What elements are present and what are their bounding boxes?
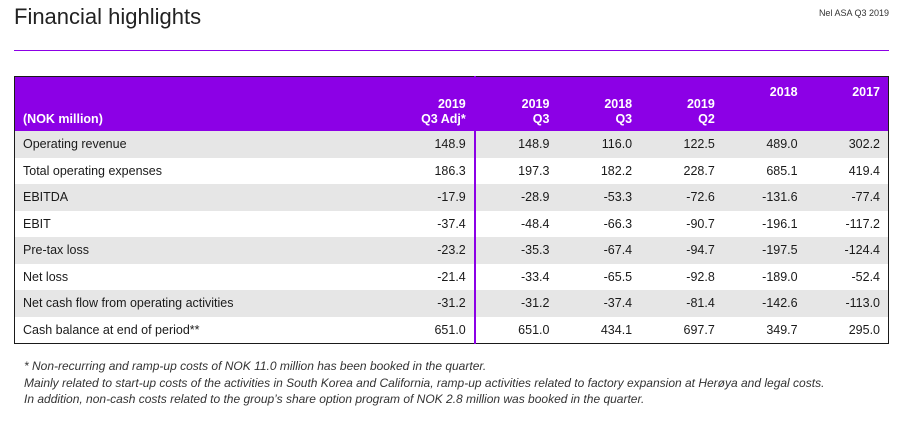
row-label: Pre-tax loss: [14, 237, 363, 264]
document-tag: Nel ASA Q3 2019: [818, 8, 889, 18]
table-cell: 651.0: [474, 316, 558, 344]
table-cell: -142.6: [722, 290, 806, 317]
table-row: Operating revenue 148.9 148.9 116.0 122.5 489…: [14, 131, 889, 158]
column-header: 2018: [722, 76, 806, 131]
row-label: EBIT: [14, 210, 363, 237]
column-year: 2019: [686, 97, 715, 111]
table-cell: -65.5: [557, 263, 641, 290]
table-cell: 182.2: [557, 157, 641, 184]
table-cell: 489.0: [722, 131, 806, 158]
row-label: Net cash flow from operating activities: [14, 290, 363, 317]
table-cell: 116.0: [557, 131, 641, 158]
table-cell: -35.3: [474, 237, 558, 264]
table-cell: -124.4: [805, 237, 889, 264]
table-cell: -37.4: [362, 210, 476, 237]
column-period: Q3: [615, 112, 633, 126]
table-row: EBITDA -17.9 -28.9 -53.3 -72.6 -131.6 -77.4: [14, 184, 889, 211]
row-label: Total operating expenses: [14, 157, 363, 184]
unit-label: (NOK million): [14, 76, 363, 131]
table-row: EBIT -37.4 -48.4 -66.3 -90.7 -196.1 -117.2: [14, 210, 889, 237]
column-period: [814, 100, 880, 115]
column-year: 2019: [521, 97, 550, 111]
column-header: 2019 Q3 Adj*: [362, 76, 476, 131]
table-cell: -189.0: [722, 263, 806, 290]
table-cell: -67.4: [557, 237, 641, 264]
table-cell: -28.9: [474, 184, 558, 211]
table-cell: 697.7: [640, 316, 723, 344]
row-label: Operating revenue: [14, 131, 363, 158]
table-cell: 685.1: [722, 157, 806, 184]
table-cell: -94.7: [640, 237, 723, 264]
table-cell: 295.0: [805, 316, 889, 344]
footnote: In addition, non-cash costs related to t…: [24, 392, 645, 406]
table-cell: -52.4: [805, 263, 889, 290]
table-cell: 197.3: [474, 157, 558, 184]
column-header: 2019 Q2: [640, 76, 723, 131]
table-cell: -37.4: [557, 290, 641, 317]
table-cell: -90.7: [640, 210, 723, 237]
table-cell: 122.5: [640, 131, 723, 158]
title-divider: [14, 50, 889, 51]
table-cell: -66.3: [557, 210, 641, 237]
table-cell: -131.6: [722, 184, 806, 211]
column-year: 2017: [852, 85, 880, 99]
table-cell: 349.7: [722, 316, 806, 344]
table-cell: -48.4: [474, 210, 558, 237]
column-period: Q2: [698, 112, 715, 126]
footnote: Mainly related to start-up costs of the …: [24, 375, 825, 390]
table-cell: -33.4: [474, 263, 558, 290]
table-cell: -117.2: [805, 210, 889, 237]
table-cell: 148.9: [474, 131, 558, 158]
column-period: Q3 Adj*: [421, 112, 466, 126]
row-label: EBITDA: [14, 184, 363, 211]
table-row: Total operating expenses 186.3 197.3 182.2 2…: [14, 157, 889, 184]
table-cell: -197.5: [722, 237, 806, 264]
table-cell: -53.3: [557, 184, 641, 211]
column-header: 2017: [805, 76, 889, 131]
table-cell: -196.1: [722, 210, 806, 237]
table-cell: 302.2: [805, 131, 889, 158]
column-header: 2018 Q3: [557, 76, 641, 131]
table-cell: 651.0: [362, 316, 476, 344]
table-cell: -31.2: [362, 290, 476, 317]
column-year: 2018: [769, 85, 798, 99]
table-cell: -77.4: [805, 184, 889, 211]
table-cell: -92.8: [640, 263, 723, 290]
footnote: * Non-recurring and ramp-up costs of NOK…: [24, 359, 487, 373]
table-row: Cash balance at end of period** 651.0 651.…: [14, 316, 889, 344]
column-year: 2019: [437, 97, 466, 111]
row-label: Net loss: [14, 263, 363, 290]
column-period: Q3: [532, 112, 550, 126]
column-year: 2018: [604, 97, 633, 111]
table-cell: -31.2: [474, 290, 558, 317]
row-label: Cash balance at end of period**: [14, 316, 363, 344]
table-row: Net loss -21.4 -33.4 -65.5 -92.8 -189.0 -52.4: [14, 263, 889, 290]
page-title: Financial highlights: [14, 4, 202, 29]
table-row: Pre-tax loss -23.2 -35.3 -67.4 -94.7 -197.5 -1…: [14, 237, 889, 264]
table-cell: 419.4: [805, 157, 889, 184]
footnotes: * Non-recurring and ramp-up costs of NOK…: [24, 358, 824, 408]
table-cell: -17.9: [362, 184, 476, 211]
table-cell: -81.4: [640, 290, 723, 317]
column-header: 2019 Q3: [474, 76, 558, 131]
table-cell: 228.7: [640, 157, 723, 184]
table-cell: -72.6: [640, 184, 723, 211]
table-row: Net cash flow from operating activities -…: [14, 290, 889, 317]
table-header-row: (NOK million) 2019 Q3 Adj* 2019 Q3 2018 …: [14, 76, 889, 131]
column-period: [731, 100, 798, 115]
table-cell: -113.0: [805, 290, 889, 317]
financial-highlights-table: (NOK million) 2019 Q3 Adj* 2019 Q3 2018 …: [14, 76, 889, 344]
table-cell: 186.3: [362, 157, 476, 184]
table-cell: 148.9: [362, 131, 476, 158]
table-cell: -21.4: [362, 263, 476, 290]
table-cell: -23.2: [362, 237, 476, 264]
table-cell: 434.1: [557, 316, 641, 344]
